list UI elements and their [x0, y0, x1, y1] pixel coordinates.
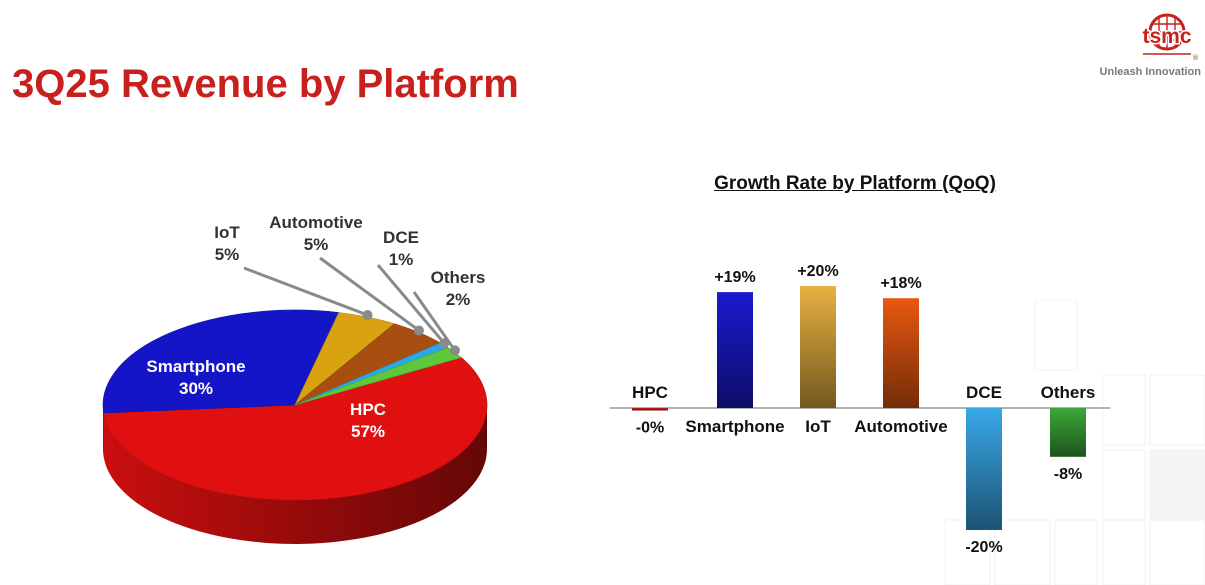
pie-side-hpc [103, 405, 487, 545]
leader-iot [243, 266, 369, 317]
pie-label-hpc: HPC 57% [350, 400, 386, 441]
pie-side-walls [103, 405, 487, 545]
pie-label-automotive: Automotive 5% [269, 213, 363, 254]
pie-leader-lines [243, 256, 460, 356]
bar-iot [800, 286, 836, 408]
registered-mark: ® [1193, 54, 1199, 62]
value-label-hpc: -0% [636, 420, 664, 437]
bar-others [1050, 408, 1086, 457]
category-label-dce: DCE [966, 383, 1002, 402]
leader-others [412, 291, 457, 352]
growth-bar-chart: HPC -0% Smartphone +19% IoT +20% Automotive +18… [610, 263, 1110, 556]
bar-smartphone [717, 292, 753, 408]
bar-hpc [632, 408, 668, 411]
pie-slice-hpc [103, 357, 488, 501]
value-label-automotive: +18% [880, 275, 921, 292]
pie-label-dce: DCE 1% [383, 228, 419, 269]
slide-title: 3Q25 Revenue by Platform [12, 62, 519, 106]
background-grid-decoration [944, 300, 1205, 585]
revenue-pie-chart: HPC 57% Smartphone 30% IoT 5% Automotive 5% DCE 1… [102, 213, 488, 545]
pie-labels: HPC 57% Smartphone 30% IoT 5% Automotive 5% DCE 1… [146, 213, 485, 441]
logo-wordmark: tsmc [1142, 25, 1191, 48]
category-label-others: Others [1041, 383, 1096, 402]
pie-side-smartphone [103, 405, 104, 457]
category-label-smartphone: Smartphone [685, 417, 784, 436]
bar-dce [966, 408, 1002, 530]
pie-label-smartphone: Smartphone 30% [146, 357, 245, 398]
value-label-smartphone: +19% [714, 269, 755, 286]
tsmc-logo: tsmc ® [1141, 13, 1199, 62]
value-label-others: -8% [1054, 466, 1082, 483]
pie-slices [102, 309, 488, 501]
category-label-hpc: HPC [632, 383, 668, 402]
logo-tagline: Unleash Innovation [1099, 66, 1201, 78]
pie-slice-smartphone [102, 309, 340, 414]
growth-bars: HPC -0% Smartphone +19% IoT +20% Automotive +18… [632, 263, 1095, 556]
wafer-grid-icon [1148, 13, 1186, 51]
category-label-iot: IoT [805, 417, 831, 436]
leader-automotive [319, 256, 420, 332]
value-label-dce: -20% [965, 539, 1002, 556]
leader-dce [376, 264, 446, 345]
category-label-automotive: Automotive [854, 417, 948, 436]
pie-label-iot: IoT 5% [214, 223, 240, 264]
bar-automotive [883, 298, 919, 408]
value-label-iot: +20% [797, 263, 838, 280]
pie-label-others: Others 2% [431, 268, 486, 309]
bar-chart-title: Growth Rate by Platform (QoQ) [714, 173, 996, 194]
